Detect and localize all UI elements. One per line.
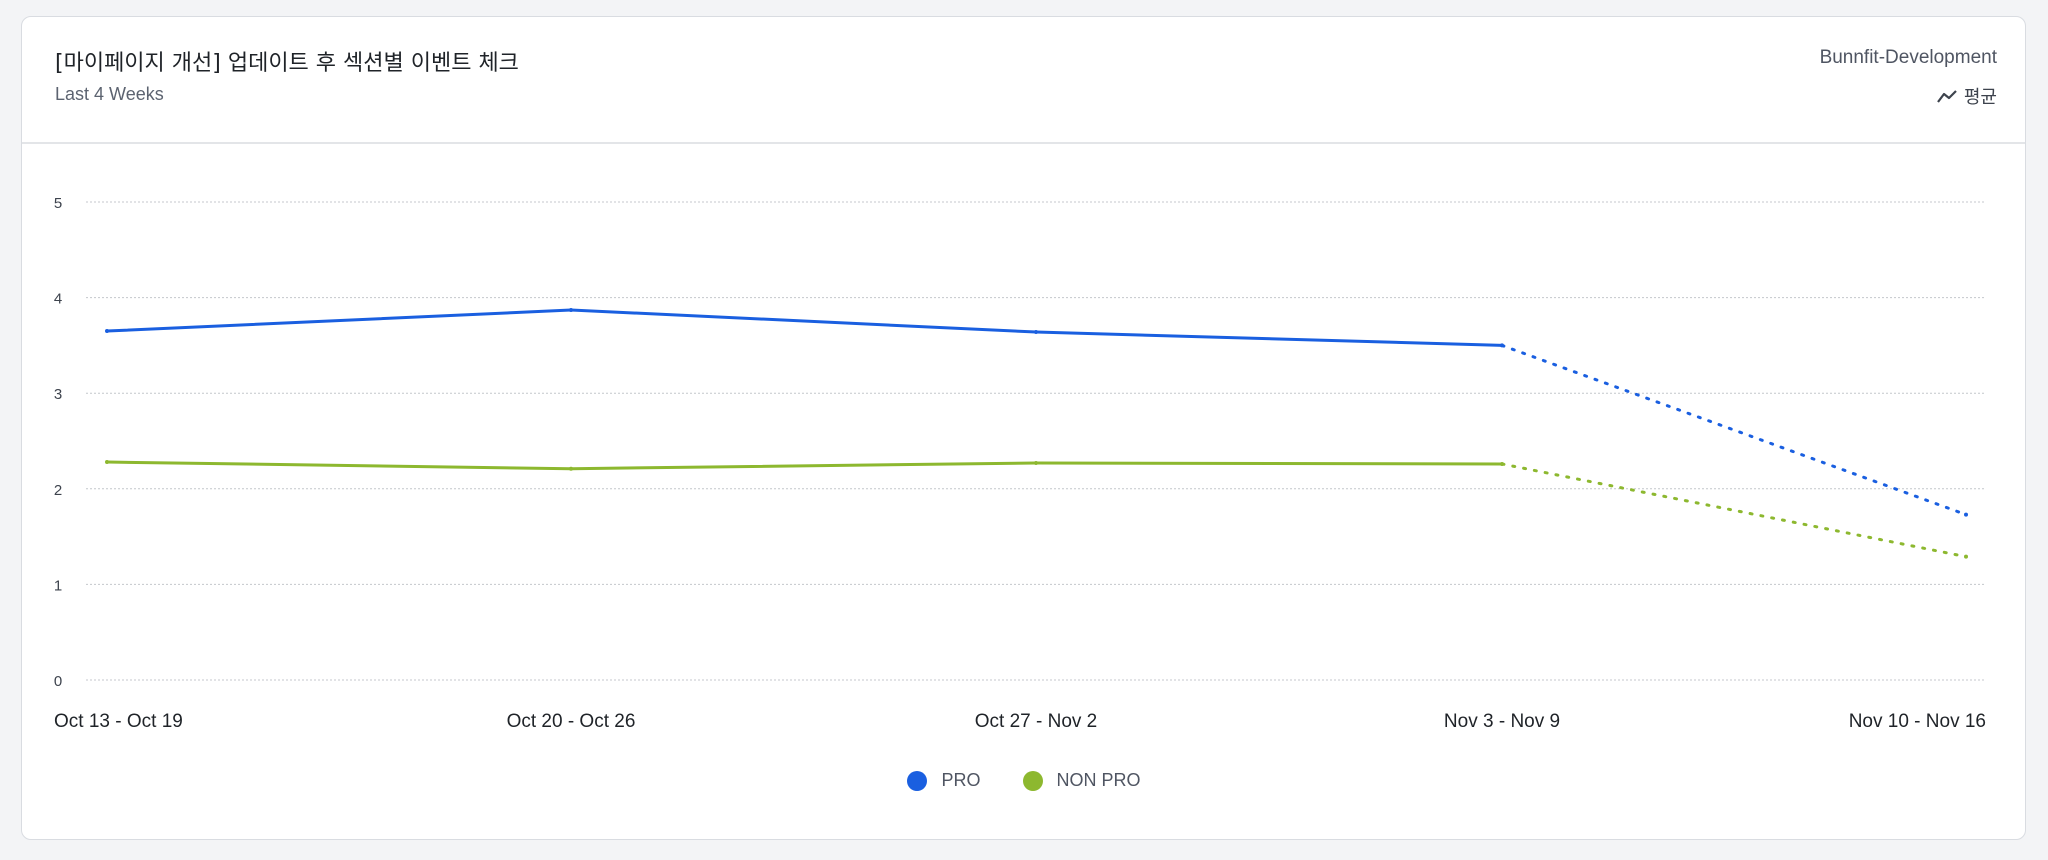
series-line-non-pro <box>106 460 1503 471</box>
legend-item[interactable]: NON PRO <box>1022 770 1141 791</box>
legend-item[interactable]: PRO <box>907 770 981 791</box>
data-point <box>1964 512 1968 517</box>
x-tick-label: Oct 20 - Oct 26 <box>507 711 636 732</box>
x-tick-label: Oct 27 - Nov 2 <box>975 711 1098 732</box>
data-point <box>1500 461 1504 466</box>
project-name: Bunnfit-Development <box>1819 47 1997 68</box>
data-point <box>1964 554 1968 559</box>
y-tick-label: 5 <box>54 195 62 212</box>
data-point <box>1034 460 1038 465</box>
line-chart-icon <box>1936 90 1957 103</box>
data-point <box>1034 330 1038 335</box>
legend-label: NON PRO <box>1056 770 1141 790</box>
data-point <box>105 329 109 334</box>
data-point <box>1500 343 1504 348</box>
x-tick-label: Nov 3 - Nov 9 <box>1444 711 1560 732</box>
legend-dot-icon <box>1022 770 1043 791</box>
legend-label: PRO <box>941 770 981 790</box>
metric-selector[interactable]: 평균 <box>1936 83 1997 109</box>
series-line-pro <box>106 308 1503 347</box>
chart-header: [마이페이지 개선] 업데이트 후 섹션별 이벤트 체크 Last 4 Week… <box>22 17 2025 144</box>
x-tick-label: Oct 13 - Oct 19 <box>54 711 183 732</box>
metric-label: 평균 <box>1963 87 1997 108</box>
y-tick-label: 0 <box>54 673 62 690</box>
series-projection-non-pro <box>1500 462 1968 559</box>
data-point <box>569 466 573 471</box>
y-tick-label: 1 <box>54 577 62 594</box>
data-point <box>569 308 573 313</box>
data-point <box>105 460 109 465</box>
y-tick-label: 4 <box>54 291 62 308</box>
y-tick-label: 3 <box>54 386 62 403</box>
chart-title[interactable]: [마이페이지 개선] 업데이트 후 섹션별 이벤트 체크 <box>55 51 519 76</box>
legend: PRO NON PRO <box>0 770 2048 791</box>
y-tick-label: 2 <box>54 482 62 499</box>
chart-card: [마이페이지 개선] 업데이트 후 섹션별 이벤트 체크 Last 4 Week… <box>21 16 2026 840</box>
legend-dot-icon <box>907 770 928 791</box>
x-tick-label: Nov 10 - Nov 16 <box>1849 711 1986 732</box>
date-range: Last 4 Weeks <box>55 84 164 104</box>
